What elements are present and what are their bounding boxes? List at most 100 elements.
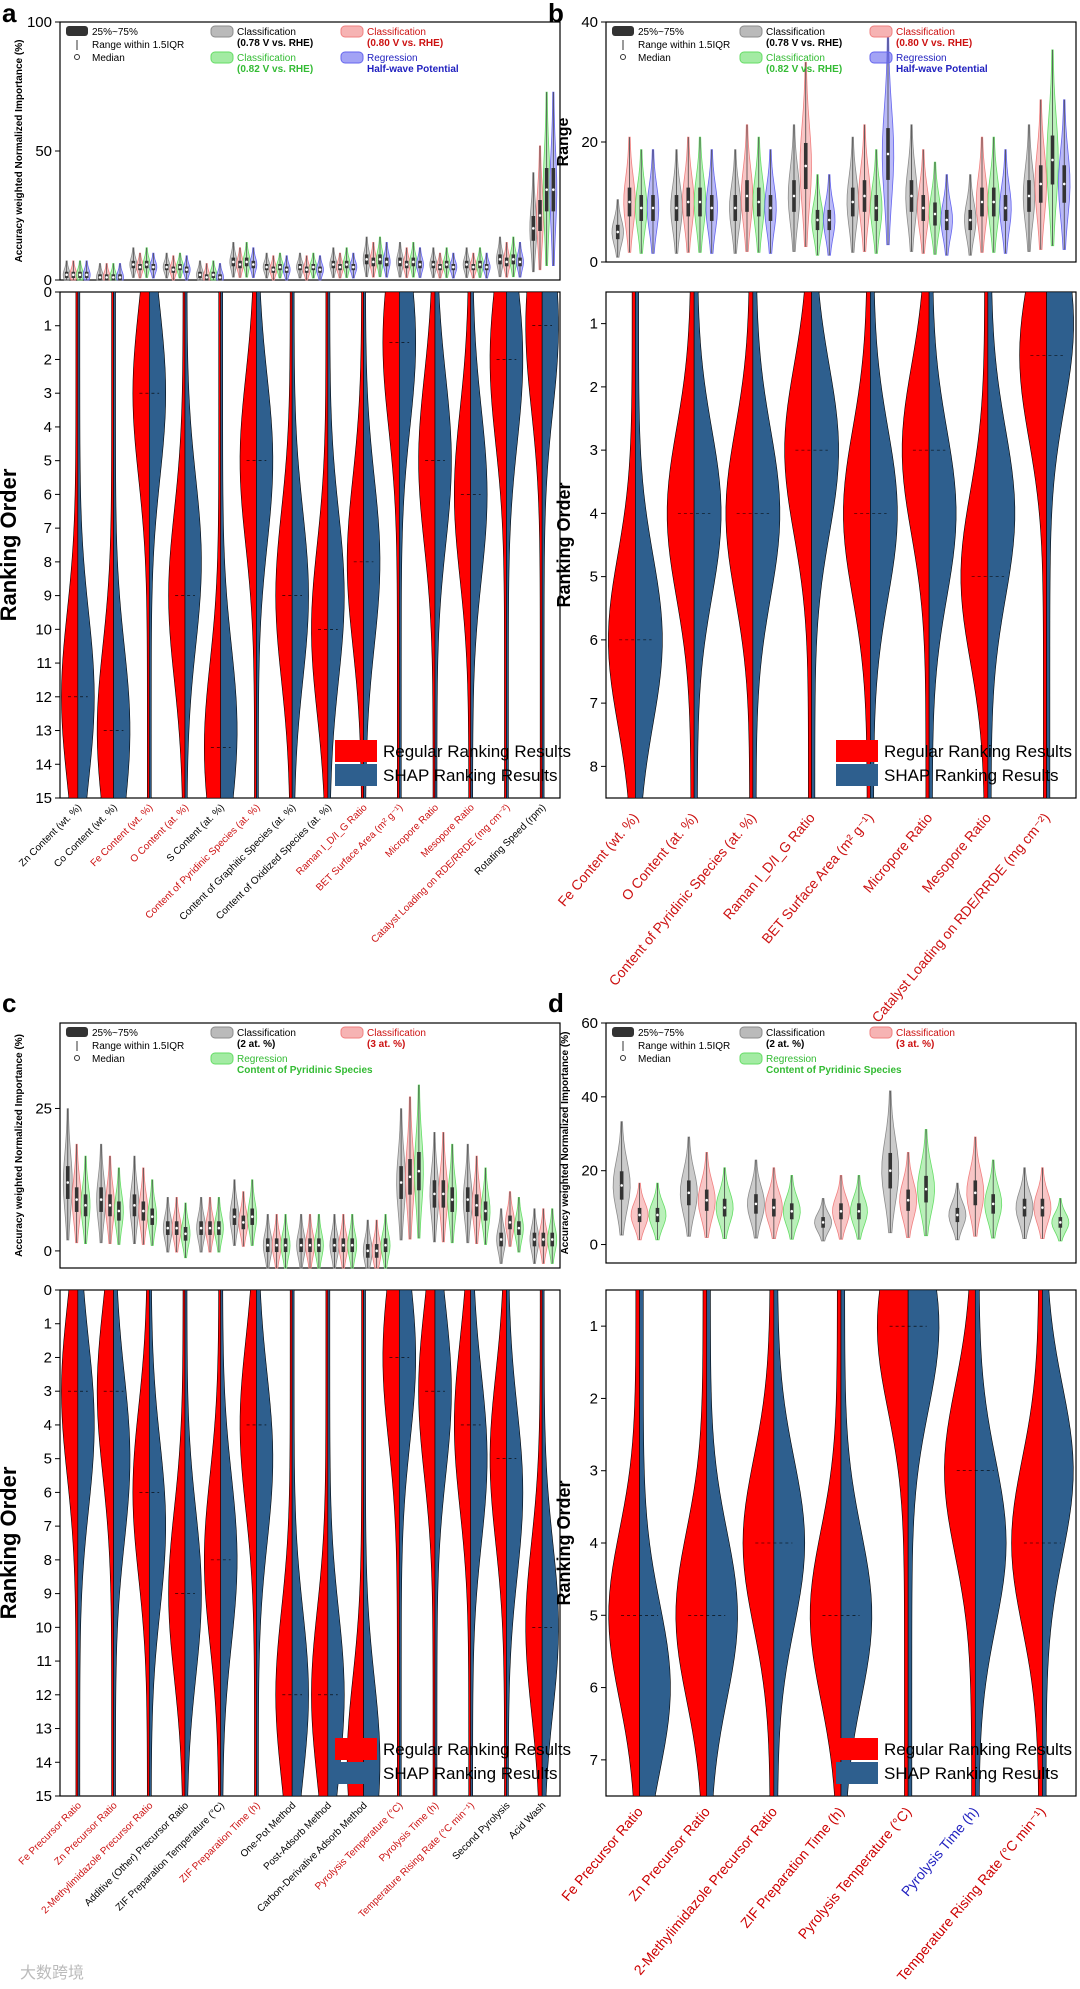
legend-series-swatch-d-2 — [739, 1052, 763, 1065]
median-a-1-0 — [98, 275, 102, 280]
regular-violin-b-3 — [784, 291, 812, 799]
shap-violin-d-1 — [706, 1289, 738, 1797]
median-c-9-2 — [383, 1243, 388, 1248]
median-c-6-1 — [274, 1243, 279, 1248]
legend-series-line1-b-3: Regression — [896, 53, 947, 64]
bottom-ytick-label-a-1: 1 — [44, 318, 52, 335]
shap-violin-c-9 — [398, 1289, 416, 1797]
median-d-4-2 — [924, 1187, 928, 1192]
bottom-ytick-label-a-11: 11 — [36, 655, 52, 672]
median-c-7-2 — [317, 1243, 321, 1248]
median-c-8-2 — [350, 1243, 355, 1248]
median-a-3-3 — [184, 267, 189, 272]
median-a-4-0 — [198, 272, 202, 277]
legend-series-swatch-a-3 — [340, 51, 364, 64]
median-b-0-0 — [615, 230, 620, 234]
median-b-6-1 — [980, 200, 984, 204]
median-a-9-3 — [384, 260, 389, 264]
category-label-c-7: Post-Adsorb Method — [262, 1800, 334, 1872]
median-d-1-1 — [704, 1198, 709, 1203]
category-label-b-4: BET Surface Area (m² g⁻¹) — [758, 810, 876, 947]
legend-median-swatch-b — [620, 54, 626, 60]
top-ylabel-a: Accuracy weighted Normalized Importance … — [14, 40, 25, 263]
legend-series-line1-c-0: Classification — [237, 1028, 296, 1039]
top-plot-frame-d — [605, 1022, 1077, 1264]
shap-violin-a-11 — [470, 291, 488, 799]
legend-series-line2-c-1: (3 at. %) — [367, 1039, 405, 1050]
bottom-plot-frame-c — [59, 1289, 561, 1797]
median-b-2-0 — [733, 206, 738, 210]
legend-regular-label-c: Regular Ranking Results — [383, 1740, 571, 1759]
median-a-1-2 — [111, 275, 116, 280]
shap-violin-c-3 — [184, 1289, 202, 1797]
median-c-13-1 — [508, 1220, 512, 1225]
legend-series-line1-a-2: Classification — [237, 53, 296, 64]
legend-series-line2-c-2: Content of Pyridinic Species — [237, 1065, 373, 1076]
shap-violin-a-10 — [434, 291, 452, 799]
median-d-1-2 — [722, 1205, 727, 1210]
median-a-2-3 — [151, 265, 156, 269]
top-ytick-label-d-2: 40 — [581, 1089, 598, 1106]
regular-violin-b-6 — [960, 291, 989, 799]
median-a-2-0 — [131, 262, 136, 267]
legend-shap-label-c: SHAP Ranking Results — [383, 1764, 558, 1783]
legend-median-swatch-a — [74, 54, 80, 60]
shap-violin-a-5 — [256, 291, 274, 799]
category-label-d-4: Pyrolysis Temperature (°C) — [795, 1804, 915, 1942]
median-a-13-1 — [504, 260, 509, 264]
bottom-ytick-label-c-10: 10 — [35, 1619, 52, 1636]
legend-series-line2-b-2: (0.82 V vs. RHE) — [766, 64, 842, 75]
shap-violin-c-6 — [291, 1289, 309, 1797]
median-b-1-3 — [709, 206, 714, 210]
median-a-2-2 — [144, 262, 149, 267]
regular-violin-b-0 — [608, 291, 636, 799]
shap-violin-b-6 — [987, 291, 1016, 799]
regular-violin-c-7 — [311, 1289, 329, 1797]
panel-letter-b: b — [548, 0, 564, 28]
median-a-5-2 — [244, 260, 249, 264]
median-c-13-0 — [499, 1237, 503, 1242]
watermark: 大数跨境 — [20, 1963, 84, 1982]
top-ytick-label-d-1: 20 — [581, 1163, 598, 1180]
bottom-ytick-label-c-4: 4 — [44, 1417, 52, 1434]
regular-violin-c-8 — [346, 1289, 364, 1797]
bottom-ytick-label-c-1: 1 — [44, 1316, 52, 1333]
legend-series-line1-c-2: Regression — [237, 1054, 288, 1065]
regular-violin-a-2 — [132, 291, 150, 799]
median-b-5-1 — [921, 206, 926, 210]
median-a-6-1 — [271, 267, 276, 272]
legend-series-line1-d-1: Classification — [896, 1028, 955, 1039]
regular-violin-d-2 — [742, 1289, 775, 1797]
legend-box-label-b: 25%~75% — [638, 27, 684, 38]
legend-series-swatch-b-0 — [739, 25, 763, 38]
median-b-3-3 — [827, 218, 832, 222]
bottom-ytick-label-a-5: 5 — [44, 453, 52, 470]
bottom-ytick-label-a-8: 8 — [44, 554, 52, 571]
bottom-ytick-label-d-2: 3 — [590, 1463, 598, 1480]
shap-violin-c-1 — [113, 1289, 131, 1797]
bottom-ytick-label-c-7: 7 — [44, 1518, 52, 1535]
legend-regular-swatch-b — [836, 740, 878, 762]
median-a-11-2 — [444, 262, 449, 267]
panel-d: d 0 20 40 60 Accuracy weighted Normalized Imp… — [548, 988, 1077, 1984]
legend-median-label-a: Median — [92, 53, 125, 64]
bottom-ytick-label-c-3: 3 — [44, 1383, 52, 1400]
bottom-ytick-label-d-5: 6 — [590, 1680, 598, 1697]
median-b-4-3 — [886, 152, 890, 156]
legend-box-label-c: 25%~75% — [92, 1028, 138, 1039]
shap-violin-b-1 — [693, 291, 722, 799]
median-c-2-1 — [141, 1209, 146, 1213]
bottom-ytick-label-a-14: 14 — [35, 756, 52, 773]
category-label-a-1: Co Content (wt. %) — [52, 802, 120, 870]
bottom-ytick-label-c-2: 2 — [44, 1349, 52, 1366]
bottom-ytick-label-a-4: 4 — [44, 419, 52, 436]
median-c-10-2 — [417, 1169, 421, 1173]
top-ytick-label-d-0: 0 — [590, 1237, 598, 1254]
shap-violin-c-2 — [148, 1289, 166, 1797]
shap-violin-a-0 — [77, 291, 95, 799]
legend-series-swatch-b-3 — [869, 51, 893, 64]
bottom-ylabel-d: Ranking Order — [554, 1480, 574, 1605]
median-c-4-2 — [217, 1226, 221, 1230]
bottom-ytick-label-a-0: 0 — [44, 284, 52, 301]
legend-series-line1-b-0: Classification — [766, 27, 825, 38]
